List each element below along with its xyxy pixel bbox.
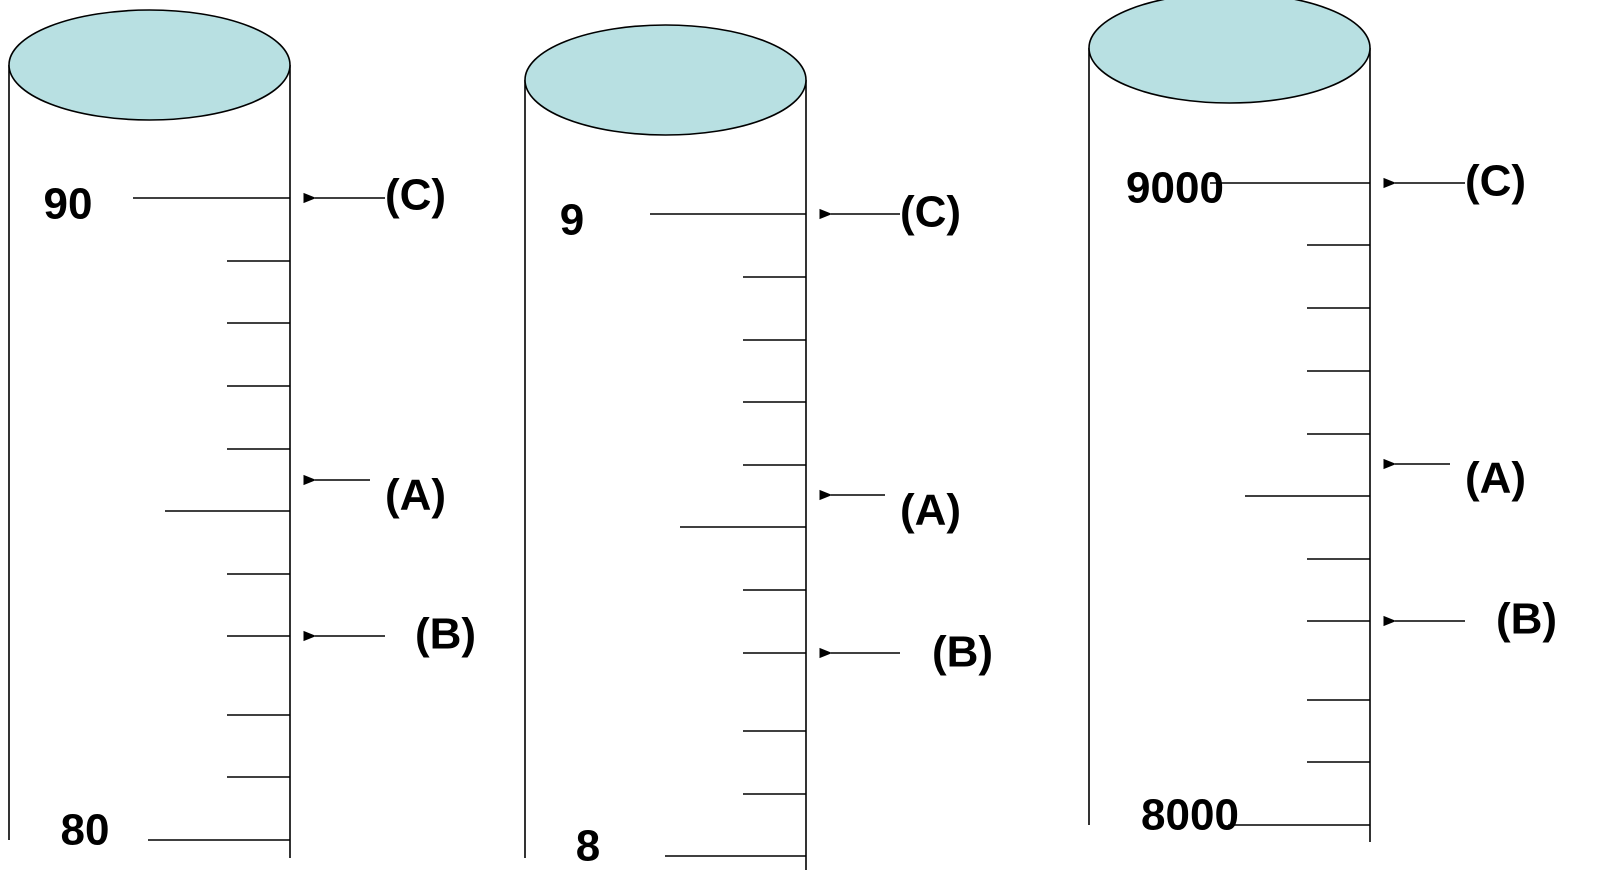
- marker-label: (B): [415, 610, 476, 659]
- marker-label: (C): [1465, 157, 1526, 206]
- page: 90 80 (C) (A) (B) 9 8 (C) (A) (B) 9000 8000 (C) (A) (B…: [0, 0, 1603, 890]
- marker-label: (A): [900, 486, 961, 535]
- marker-label: (A): [385, 471, 446, 520]
- marker-label: (B): [1496, 595, 1557, 644]
- liquid-surface: [9, 10, 290, 120]
- marker-label: (A): [1465, 454, 1526, 503]
- bottom-label: 80: [61, 806, 110, 855]
- top-label: 90: [44, 180, 93, 229]
- liquid-surface: [525, 25, 806, 135]
- diagram: 90 80 (C) (A) (B) 9 8 (C) (A) (B) 9000 8000 (C) (A) (B…: [0, 0, 1603, 890]
- bottom-label: 8000: [1141, 791, 1239, 840]
- top-label: 9000: [1126, 164, 1224, 213]
- liquid-surface: [1089, 0, 1370, 103]
- marker-label: (C): [385, 171, 446, 220]
- marker-label: (B): [932, 628, 993, 677]
- marker-label: (C): [900, 188, 961, 237]
- top-label: 9: [560, 196, 584, 245]
- bottom-label: 8: [576, 822, 600, 871]
